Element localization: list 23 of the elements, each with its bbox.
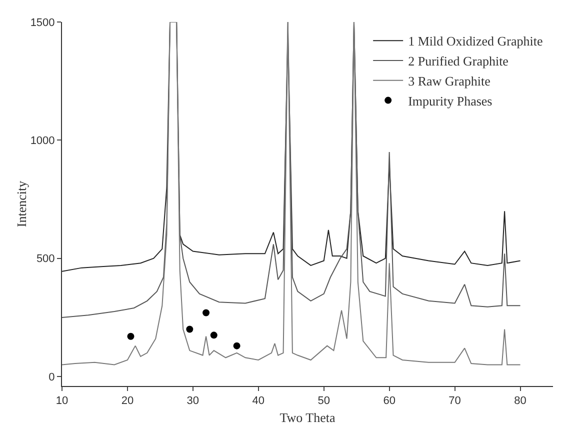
x-tick-label: 40: [252, 395, 265, 408]
y-axis-title: Intencity: [14, 180, 29, 228]
x-tick-label: 30: [186, 395, 200, 408]
x-tick-label: 60: [383, 395, 396, 408]
x-tick-label: 10: [56, 395, 68, 408]
legend-label: 2 Purified Graphite: [408, 54, 509, 69]
point: [210, 332, 218, 339]
y-tick-label: 0: [48, 371, 55, 384]
y-tick-label: 500: [36, 253, 55, 266]
y-tick-label: 1000: [30, 135, 55, 148]
y-tick-label: 1500: [30, 16, 55, 29]
x-tick-label: 70: [448, 395, 461, 408]
point: [202, 309, 210, 316]
legend-label: 1 Mild Oxidized Graphite: [408, 34, 543, 49]
point: [127, 332, 134, 340]
legend-label: Impurity Phases: [408, 93, 492, 108]
x-axis-title: Two Theta: [280, 410, 336, 425]
point: [186, 326, 194, 333]
legend-label: 3 Raw Graphite: [408, 73, 491, 88]
point: [233, 342, 240, 350]
x-tick-label: 80: [514, 395, 526, 408]
x-tick-label: 20: [121, 395, 134, 408]
x-tick-label: 50: [318, 395, 330, 408]
